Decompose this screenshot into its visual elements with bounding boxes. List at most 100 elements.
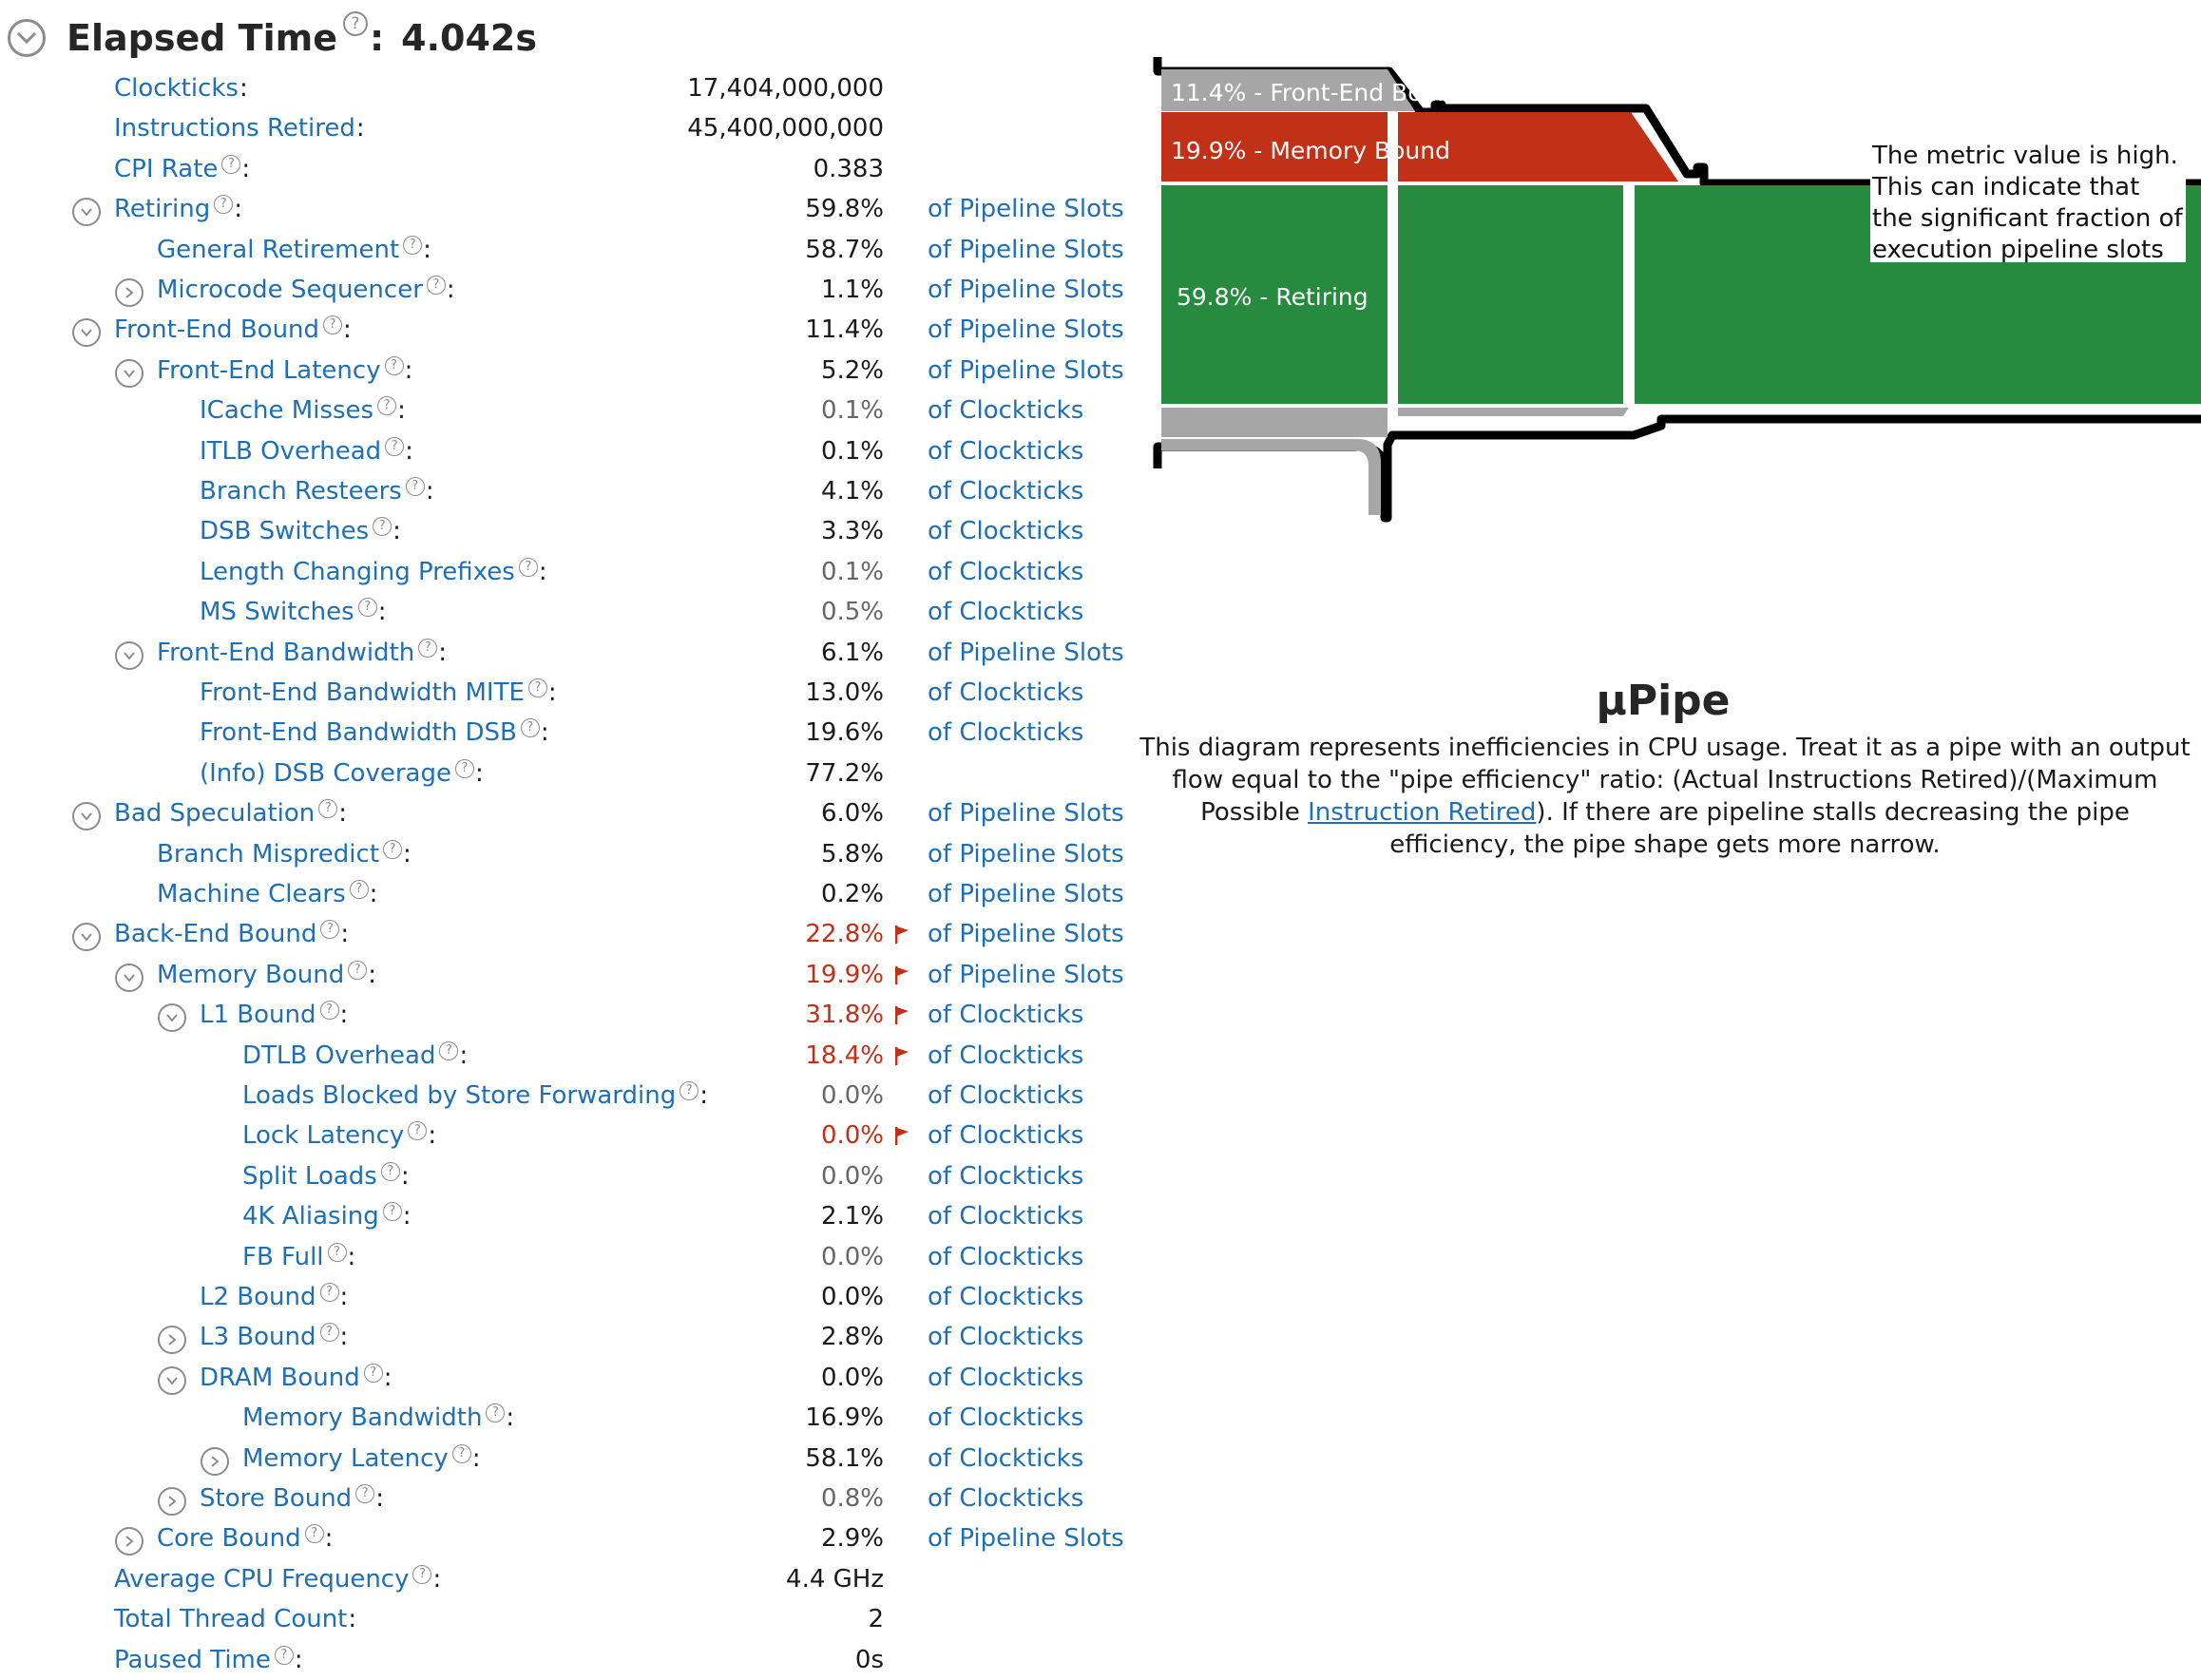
help-icon[interactable]: ? [418,638,438,658]
metric-name[interactable]: Split Loads [242,1161,377,1191]
metric-label-itlb-overhead[interactable]: ITLB Overhead?: [200,431,413,471]
metric-name[interactable]: Machine Clears [157,880,346,908]
help-icon[interactable]: ? [327,1242,347,1262]
metric-label-icache-misses[interactable]: ICache Misses?: [200,391,406,430]
collapse-toggle-icon[interactable] [72,198,101,227]
collapse-toggle-icon[interactable] [158,1003,186,1033]
help-icon[interactable]: ? [349,880,369,899]
metric-label-4k-aliasing[interactable]: 4K Aliasing?: [242,1196,411,1236]
metric-name[interactable]: Length Changing Prefixes [200,557,515,586]
expand-toggle-icon[interactable] [158,1326,186,1355]
metric-name[interactable]: DSB Switches [200,517,370,546]
help-icon[interactable]: ? [363,1363,383,1383]
metric-label-paused-time[interactable]: Paused Time?: [114,1640,303,1680]
metric-name[interactable]: Front-End Bandwidth DSB [200,718,517,748]
metric-label-cpi-rate[interactable]: CPI Rate?: [114,149,250,189]
expand-toggle-icon[interactable] [115,1527,144,1556]
metric-name[interactable]: Memory Latency [242,1443,449,1473]
metric-label-average-cpu-frequency[interactable]: Average CPU Frequency?: [114,1559,441,1599]
metric-name[interactable]: Branch Resteers [200,477,402,506]
help-icon[interactable]: ? [318,799,338,819]
metric-name[interactable]: ICache Misses [200,396,374,426]
help-icon[interactable]: ? [451,1443,471,1463]
metric-name[interactable]: FB Full [242,1242,324,1271]
help-icon[interactable]: ? [412,1564,432,1584]
help-icon[interactable]: ? [382,1202,402,1222]
metric-label-l3-bound[interactable]: L3 Bound?: [200,1317,348,1357]
metric-name[interactable]: CPI Rate [114,154,219,183]
collapse-toggle-icon[interactable] [72,923,101,952]
issue-flag-icon[interactable] [893,925,910,945]
metric-label-dram-bound[interactable]: DRAM Bound?: [200,1358,392,1398]
metric-label-length-changing-prefixes[interactable]: Length Changing Prefixes?: [200,552,547,592]
collapse-toggle-icon[interactable] [115,963,144,992]
help-icon[interactable]: ? [323,315,343,335]
metric-label-branch-resteers[interactable]: Branch Resteers?: [200,471,434,511]
collapse-toggle-icon[interactable] [72,318,101,348]
metric-name[interactable]: Paused Time [114,1645,271,1674]
metric-label-memory-bandwidth[interactable]: Memory Bandwidth?: [242,1398,514,1438]
help-icon[interactable]: ? [486,1403,506,1423]
metric-label-retiring[interactable]: Retiring?: [114,189,242,229]
collapse-toggle-icon[interactable] [158,1365,186,1395]
help-icon[interactable]: ? [385,436,405,456]
metric-label-general-retirement[interactable]: General Retirement?: [157,230,431,270]
metric-label-ms-switches[interactable]: MS Switches?: [200,592,386,632]
help-icon[interactable]: ? [348,960,368,980]
metric-label-instructions-retired[interactable]: Instructions Retired: [114,108,365,148]
issue-flag-icon[interactable] [893,965,910,984]
issue-flag-icon[interactable] [893,1126,910,1146]
issue-flag-icon[interactable] [893,1005,910,1025]
help-icon[interactable]: ? [679,1081,699,1100]
metric-name[interactable]: (Info) DSB Coverage [200,758,451,788]
metric-label-back-end-bound[interactable]: Back-End Bound?: [114,914,349,954]
help-icon[interactable]: ? [380,1161,400,1181]
help-icon[interactable]: ? [383,839,403,859]
metric-label-loads-blocked-by-store-forwarding[interactable]: Loads Blocked by Store Forwarding?: [242,1076,708,1116]
expand-toggle-icon[interactable] [158,1487,186,1516]
metric-label-machine-clears[interactable]: Machine Clears?: [157,874,377,914]
metric-name[interactable]: ITLB Overhead [200,436,382,466]
metric-name[interactable]: Retiring [114,195,211,224]
metric-name[interactable]: Front-End Bound [114,315,320,345]
metric-label-store-bound[interactable]: Store Bound?: [200,1479,384,1518]
metric-name[interactable]: L3 Bound [200,1323,316,1352]
help-icon[interactable]: ? [518,557,538,577]
metric-name[interactable]: Core Bound [157,1524,301,1554]
help-icon[interactable]: ? [319,1283,339,1302]
help-icon[interactable]: ? [319,1323,339,1343]
help-icon[interactable]: ? [403,235,423,255]
help-icon[interactable]: ? [426,276,446,295]
metric-name[interactable]: Front-End Bandwidth [157,638,415,667]
collapse-icon[interactable] [8,19,46,57]
help-icon[interactable]: ? [342,11,368,36]
metric-name[interactable]: Total Thread Count [114,1605,348,1634]
metric-name[interactable]: Microcode Sequencer [157,276,423,304]
metric-name[interactable]: Instructions Retired [114,114,355,143]
metric-name[interactable]: MS Switches [200,598,354,627]
metric-name[interactable]: L2 Bound [200,1283,316,1311]
metric-name[interactable]: Loads Blocked by Store Forwarding [242,1081,677,1110]
help-icon[interactable]: ? [304,1524,324,1544]
help-icon[interactable]: ? [373,517,392,537]
issue-flag-icon[interactable] [893,1046,910,1065]
help-icon[interactable]: ? [408,1121,428,1141]
metric-label-front-end-bound[interactable]: Front-End Bound?: [114,310,352,350]
metric-label-front-end-bandwidth-dsb[interactable]: Front-End Bandwidth DSB?: [200,713,549,753]
help-icon[interactable]: ? [319,1001,339,1021]
expand-toggle-icon[interactable] [115,278,144,307]
metric-label-memory-bound[interactable]: Memory Bound?: [157,955,376,995]
metric-label-split-loads[interactable]: Split Loads?: [242,1156,410,1196]
help-icon[interactable]: ? [384,355,404,375]
metric-name[interactable]: Branch Mispredict [157,839,380,869]
metric-label-lock-latency[interactable]: Lock Latency?: [242,1116,436,1155]
help-icon[interactable]: ? [320,920,340,940]
metric-name[interactable]: Bad Speculation [114,799,316,829]
metric-label-dtlb-overhead[interactable]: DTLB Overhead?: [242,1036,468,1076]
metric-name[interactable]: Front-End Bandwidth MITE [200,678,525,707]
expand-toggle-icon[interactable] [201,1446,229,1476]
collapse-toggle-icon[interactable] [72,802,101,831]
metric-label-info-dsb-coverage[interactable]: (Info) DSB Coverage?: [200,754,484,793]
metric-label-core-bound[interactable]: Core Bound?: [157,1518,333,1558]
metric-label-total-thread-count[interactable]: Total Thread Count: [114,1599,356,1639]
